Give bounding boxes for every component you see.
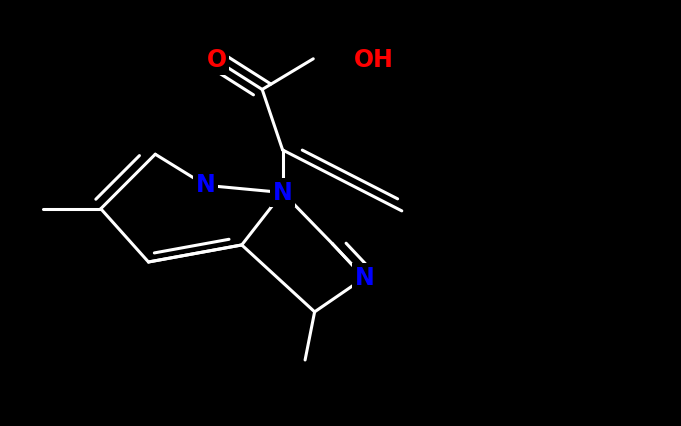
Text: OH: OH [354, 49, 394, 72]
Text: N: N [272, 181, 293, 204]
Text: N: N [195, 173, 216, 197]
Text: O: O [206, 49, 227, 72]
Text: N: N [354, 266, 375, 290]
